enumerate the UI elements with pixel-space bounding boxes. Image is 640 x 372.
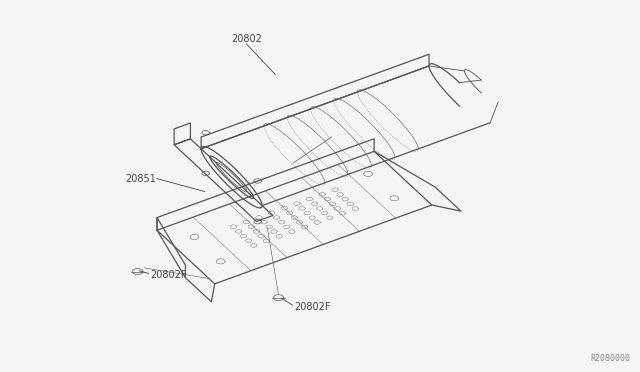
Text: 20802F: 20802F: [150, 270, 187, 280]
Text: 20802: 20802: [231, 34, 262, 44]
Text: 20802F: 20802F: [294, 302, 331, 312]
Text: R2080000: R2080000: [590, 355, 630, 363]
Text: 20851: 20851: [125, 174, 156, 183]
